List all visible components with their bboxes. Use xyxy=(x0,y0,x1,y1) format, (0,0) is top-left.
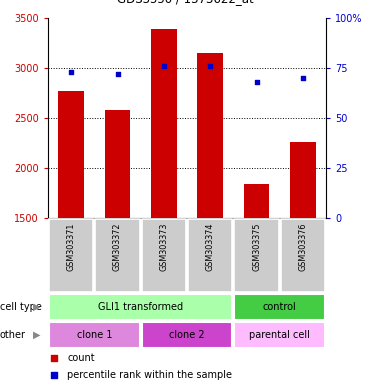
Point xyxy=(50,355,56,361)
Point xyxy=(115,71,121,77)
Text: ▶: ▶ xyxy=(33,330,40,340)
Bar xyxy=(142,219,186,292)
Bar xyxy=(197,53,223,218)
Bar xyxy=(49,294,232,320)
Bar xyxy=(234,294,325,320)
Bar xyxy=(234,322,325,348)
Text: GDS3550 / 1373622_at: GDS3550 / 1373622_at xyxy=(117,0,254,5)
Text: clone 2: clone 2 xyxy=(169,330,205,340)
Text: GLI1 transformed: GLI1 transformed xyxy=(98,302,183,312)
Bar xyxy=(49,322,140,348)
Point xyxy=(50,372,56,378)
Text: clone 1: clone 1 xyxy=(76,330,112,340)
Text: GSM303375: GSM303375 xyxy=(252,222,261,271)
Text: cell type: cell type xyxy=(0,302,42,312)
Text: count: count xyxy=(68,353,95,363)
Bar xyxy=(49,219,93,292)
Bar xyxy=(244,184,269,218)
Bar xyxy=(280,219,325,292)
Bar xyxy=(58,91,84,218)
Point xyxy=(161,63,167,69)
Point xyxy=(68,69,74,75)
Text: parental cell: parental cell xyxy=(249,330,310,340)
Text: GSM303371: GSM303371 xyxy=(67,222,76,271)
Bar xyxy=(188,219,232,292)
Bar xyxy=(105,110,130,218)
Bar xyxy=(290,142,316,218)
Text: other: other xyxy=(0,330,26,340)
Text: ▶: ▶ xyxy=(33,302,40,312)
Bar xyxy=(142,322,232,348)
Text: GSM303374: GSM303374 xyxy=(206,222,215,271)
Text: GSM303373: GSM303373 xyxy=(159,222,168,271)
Point xyxy=(253,79,259,85)
Text: GSM303376: GSM303376 xyxy=(298,222,307,271)
Bar xyxy=(234,219,279,292)
Text: percentile rank within the sample: percentile rank within the sample xyxy=(68,370,233,380)
Bar xyxy=(95,219,140,292)
Point xyxy=(300,75,306,81)
Point xyxy=(207,63,213,69)
Bar xyxy=(151,29,177,218)
Text: control: control xyxy=(263,302,296,312)
Text: GSM303372: GSM303372 xyxy=(113,222,122,271)
